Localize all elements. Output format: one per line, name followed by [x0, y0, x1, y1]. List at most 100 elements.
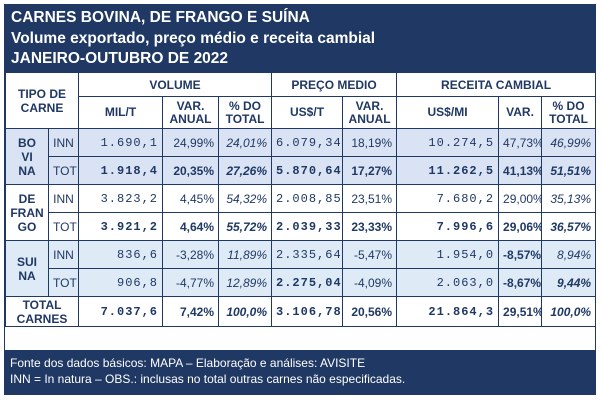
preco-cell: 2.335,64: [271, 240, 344, 269]
rec-pct-cell: 51,51%: [541, 156, 597, 185]
carne-label-bovina: BO VI NA: [5, 128, 49, 185]
exports-table: TIPO DE CARNE VOLUME PREÇO MEDIO RECEITA…: [4, 72, 597, 327]
preco-var-cell: 23,51%: [342, 184, 398, 213]
rec-pct-cell: 46,99%: [541, 128, 597, 157]
mil-t-cell: 1.918,4: [78, 156, 164, 185]
rec-pct-cell: 9,44%: [541, 268, 597, 297]
vol-pct-cell: 24,01%: [218, 128, 273, 157]
vol-pct-cell: 11,89%: [218, 240, 273, 269]
vol-pct-cell: 55,72%: [218, 212, 273, 241]
vol-pct-cell: 54,32%: [218, 184, 273, 213]
mil-t-cell: 906,8: [78, 268, 164, 297]
receita-group-header: RECEITA CAMBIAL: [396, 72, 597, 97]
table-row: TOT 906,8 -4,77% 12,89% 2.275,04 -4,09% …: [5, 268, 597, 297]
receita-cell: 7.680,2: [396, 184, 500, 213]
tipo-cell: TOT: [47, 156, 80, 185]
sub-header-row: MIL/T VAR. ANUAL % DO TOTAL US$/T VAR. ANUA…: [6, 96, 597, 129]
receita-cell: 1.954,0: [396, 240, 500, 269]
total-row: TOTAL CARNES 7.037,6 7,42% 100,0% 3.106,…: [4, 296, 597, 327]
rec-var-cell: -8,67%: [498, 268, 543, 297]
vol-var-cell: 4,64%: [162, 212, 220, 241]
vol-var-cell: 4,45%: [162, 184, 220, 213]
preco-cell: 5.870,64: [271, 156, 344, 185]
total-receita: 21.864,3: [396, 296, 500, 327]
vol-var-header: VAR. ANUAL: [162, 96, 220, 129]
total-vol-pct: 100,0%: [218, 296, 273, 327]
group-header-row: TIPO DE CARNE VOLUME PREÇO MEDIO RECEITA…: [4, 72, 597, 129]
title-banner: CARNES BOVINA, DE FRANGO E SUÍNA Volume …: [5, 5, 595, 72]
carne-label-part: BO: [18, 135, 36, 150]
preco-cell: 6.079,34: [271, 128, 344, 157]
vol-pct-line2: TOTAL: [225, 111, 265, 126]
rec-var-cell: 47,73%: [498, 128, 543, 157]
rec-pct-line2: TOTAL: [549, 111, 588, 126]
rec-pct-header: % DO TOTAL: [541, 96, 597, 129]
table-row: BO VI NA INN 1.690,1 24,99% 24,01% 6.079…: [5, 128, 597, 185]
tipo-cell: INN: [47, 240, 80, 269]
title-line-2: Volume exportado, preço médio e receita …: [11, 29, 376, 47]
mil-t-cell: 3.823,2: [78, 184, 164, 213]
vol-pct-header: % DO TOTAL: [218, 96, 273, 129]
carne-label-suina: SUI NA: [5, 240, 49, 297]
vol-pct-line1: % DO: [229, 98, 262, 113]
us-mi-header: US$/MI: [396, 96, 500, 129]
receita-cell: 2.063,0: [396, 268, 500, 297]
tipo-cell: INN: [47, 128, 80, 157]
vol-var-cell: 24,99%: [162, 128, 220, 157]
footer-line-1: Fonte dos dados básicos: MAPA – Elaboraç…: [10, 356, 366, 370]
us-t-header: US$/T: [271, 96, 344, 129]
mil-t-cell: 836,6: [78, 240, 164, 269]
mil-t-header: MIL/T: [78, 96, 164, 129]
vol-var-cell: 20,35%: [162, 156, 220, 185]
total-preco: 3.106,78: [271, 296, 344, 327]
receita-cell: 11.262,5: [396, 156, 500, 185]
preco-var-cell: -4,09%: [342, 268, 398, 297]
preco-var-cell: 23,33%: [342, 212, 398, 241]
carne-label-part: GO: [17, 219, 37, 234]
total-rec-pct: 100,0%: [541, 296, 597, 327]
preco-cell: 2.039,33: [271, 212, 344, 241]
rec-pct-cell: 35,13%: [541, 184, 597, 213]
title-line-1: CARNES BOVINA, DE FRANGO E SUÍNA: [11, 9, 310, 26]
rec-var-cell: -8,57%: [498, 240, 543, 269]
rec-var-cell: 29,06%: [498, 212, 543, 241]
tipo-label-1: TIPO DE: [18, 86, 67, 101]
receita-cell: 10.274,5: [396, 128, 500, 157]
rec-var-cell: 41,13%: [498, 156, 543, 185]
preco-cell: 2.275,04: [271, 268, 344, 297]
tipo-label-2: CARNE: [20, 100, 64, 115]
preco-var-cell: 18,19%: [342, 128, 398, 157]
total-label-line1: TOTAL: [22, 297, 62, 312]
rec-pct-line1: % DO: [552, 98, 585, 113]
vol-var-line1: VAR.: [176, 98, 205, 113]
table-row: DE FRAN GO INN 3.823,2 4,45% 54,32% 2.00…: [5, 184, 597, 241]
volume-group-header: VOLUME: [78, 72, 273, 97]
rec-pct-cell: 8,94%: [541, 240, 597, 269]
table-row: SUI NA INN 836,6 -3,28% 11,89% 2.335,64 …: [5, 240, 597, 297]
total-vol-var: 7,42%: [162, 296, 220, 327]
vol-pct-cell: 12,89%: [218, 268, 273, 297]
meat-exports-table-card: CARNES BOVINA, DE FRANGO E SUÍNA Volume …: [4, 4, 597, 395]
preco-var-line1: VAR.: [355, 98, 384, 113]
preco-var-header: VAR. ANUAL: [342, 96, 398, 129]
preco-var-line2: ANUAL: [348, 111, 391, 126]
carne-label-frango: DE FRAN GO: [5, 184, 49, 241]
tipo-de-carne-header: TIPO DE CARNE: [4, 72, 80, 129]
carne-label-part: VI: [21, 149, 33, 164]
table-row: TOT 1.918,4 20,35% 27,26% 5.870,64 17,27…: [5, 156, 597, 185]
carne-label-part: DE: [18, 191, 36, 206]
source-footer: Fonte dos dados básicos: MAPA – Elaboraç…: [5, 350, 595, 394]
mil-t-cell: 3.921,2: [78, 212, 164, 241]
total-label-line2: CARNES: [16, 311, 68, 326]
preco-var-cell: -5,47%: [342, 240, 398, 269]
tipo-cell: TOT: [47, 212, 80, 241]
total-preco-var: 20,56%: [342, 296, 398, 327]
title-line-3: JANEIRO-OUTUBRO DE 2022: [11, 50, 229, 67]
rec-var-header: VAR.: [498, 96, 543, 129]
total-mil-t: 7.037,6: [78, 296, 164, 327]
total-rec-var: 29,51%: [498, 296, 543, 327]
preco-cell: 2.008,85: [271, 184, 344, 213]
carne-label-part: NA: [18, 268, 36, 283]
vol-pct-cell: 27,26%: [218, 156, 273, 185]
preco-group-header: PREÇO MEDIO: [271, 72, 398, 97]
